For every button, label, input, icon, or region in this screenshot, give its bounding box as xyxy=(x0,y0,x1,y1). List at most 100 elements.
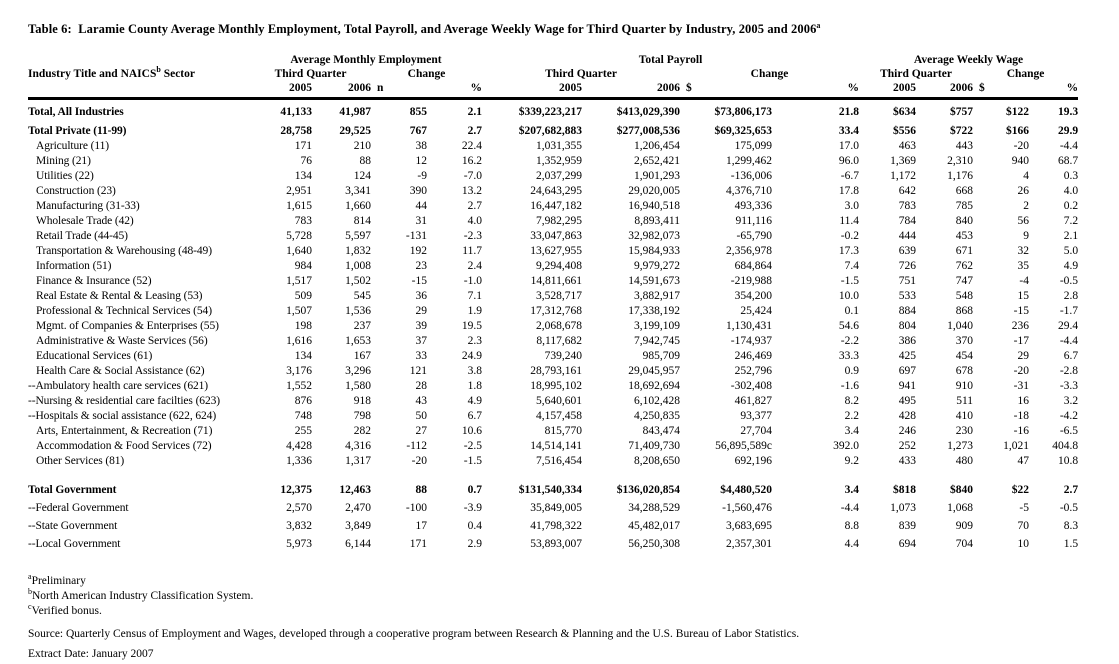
value-cell: 96.0 xyxy=(838,155,860,167)
value-cell: 4,250,835 xyxy=(634,410,680,422)
value-cell: 37 xyxy=(415,335,428,347)
value-cell: 2.2 xyxy=(844,410,860,422)
value-cell: 0.2 xyxy=(1063,200,1079,212)
value-cell: 167 xyxy=(353,350,371,362)
value-cell: 12,463 xyxy=(339,484,371,496)
value-cell: 26 xyxy=(1017,185,1030,197)
value-cell: 4.9 xyxy=(1063,260,1079,272)
value-cell: 1,021 xyxy=(1003,440,1030,452)
value-cell: 2,068,678 xyxy=(536,320,582,332)
industry-label-cell: --Hospitals & social assistance (622, 62… xyxy=(28,410,217,422)
table-row: Accommodation & Food Services (72) 4,428 4… xyxy=(28,439,1078,454)
value-cell: 29.4 xyxy=(1057,320,1079,332)
industry-label-cell: Mgmt. of Companies & Enterprises (55) xyxy=(36,320,219,332)
value-cell: 2.9 xyxy=(467,538,482,550)
value-cell: 35,849,005 xyxy=(530,502,582,514)
value-cell: 13,627,955 xyxy=(530,245,582,257)
value-cell: 0.1 xyxy=(844,305,860,317)
value-cell: -16 xyxy=(1013,425,1030,437)
value-cell: 3.8 xyxy=(467,365,482,377)
value-cell: 17.0 xyxy=(838,140,860,152)
industry-label-cell: --Local Government xyxy=(28,538,121,550)
value-cell: -219,988 xyxy=(730,275,772,287)
payroll-2006-header: 2006 xyxy=(582,81,680,100)
industry-label-cell: Utilities (22) xyxy=(36,170,94,182)
value-cell: 3.0 xyxy=(844,200,860,212)
value-cell: -0.5 xyxy=(1059,275,1079,287)
value-cell: 0.3 xyxy=(1063,170,1079,182)
value-cell: 704 xyxy=(955,538,974,550)
value-cell: 5.0 xyxy=(1063,245,1079,257)
value-cell: 28,793,161 xyxy=(530,365,582,377)
industry-column-header: Industry Title and NAICSb Sector xyxy=(28,66,250,81)
industry-label-cell: Total Government xyxy=(28,484,117,496)
value-cell: -20 xyxy=(411,455,427,467)
value-cell: 4 xyxy=(1023,170,1030,182)
value-cell: -15 xyxy=(1013,305,1030,317)
value-cell: 17,312,768 xyxy=(530,305,582,317)
value-cell: $277,008,536 xyxy=(616,125,680,137)
value-cell: 7.1 xyxy=(467,290,482,302)
group-header-employment: Average Monthly Employment xyxy=(290,54,442,66)
value-cell: 252,796 xyxy=(734,365,772,377)
value-cell: 17.3 xyxy=(838,245,860,257)
value-cell: 2,951 xyxy=(286,185,312,197)
industry-label-cell: Mining (21) xyxy=(36,155,91,167)
table-row: --Local Government 5,973 6,144 171 2.9 53,893… xyxy=(28,537,1078,552)
value-cell: 45,482,017 xyxy=(628,520,680,532)
value-cell: 237 xyxy=(353,320,371,332)
value-cell: 27,704 xyxy=(740,425,772,437)
industry-column-header-text: Industry Title and NAICS xyxy=(28,68,157,80)
value-cell: -65,790 xyxy=(736,230,772,242)
value-cell: 545 xyxy=(353,290,371,302)
value-cell: 44 xyxy=(415,200,428,212)
value-cell: 6.7 xyxy=(1063,350,1079,362)
footnote-naics: bNorth American Industry Classification … xyxy=(28,587,1091,604)
industry-label-cell: --Ambulatory health care services (621) xyxy=(28,380,209,392)
table-row: Retail Trade (44-45) 5,728 5,597 -131 -2.3 33… xyxy=(28,229,1078,244)
value-cell: $840 xyxy=(950,484,974,496)
value-cell: $131,540,334 xyxy=(518,484,582,496)
value-cell: 2.4 xyxy=(467,260,482,272)
value-cell: 3,683,695 xyxy=(726,520,772,532)
value-cell: 0.7 xyxy=(467,484,482,496)
value-cell: 1,552 xyxy=(286,380,312,392)
value-cell: 8,208,650 xyxy=(634,455,680,467)
wage-change-header: Change xyxy=(1006,68,1045,80)
row-spacer xyxy=(28,469,1078,483)
table-row: --Nursing & residential care facilties (… xyxy=(28,394,1078,409)
payroll-2005-header: 2005 xyxy=(482,81,582,100)
value-cell: 3,528,717 xyxy=(536,290,582,302)
value-cell: -4.2 xyxy=(1059,410,1079,422)
payroll-change-header: Change xyxy=(750,68,789,80)
value-cell: 88 xyxy=(359,155,372,167)
value-cell: -1.0 xyxy=(463,275,482,287)
value-cell: $73,806,173 xyxy=(714,106,773,118)
employment-2006-header: 2006 xyxy=(312,81,371,100)
value-cell: 480 xyxy=(955,455,974,467)
industry-label-cell: Real Estate & Rental & Leasing (53) xyxy=(36,290,203,302)
value-cell: 4.0 xyxy=(467,215,482,227)
value-cell: 1,580 xyxy=(345,380,371,392)
value-cell: 454 xyxy=(955,350,974,362)
value-cell: 668 xyxy=(955,185,974,197)
value-cell: 36 xyxy=(415,290,428,302)
value-cell: 370 xyxy=(955,335,974,347)
value-cell: 751 xyxy=(898,275,917,287)
value-cell: 2.7 xyxy=(467,200,482,212)
value-cell: 354,200 xyxy=(734,290,772,302)
value-cell: 68.7 xyxy=(1057,155,1079,167)
table-row: Finance & Insurance (52) 1,517 1,502 -15 -1.… xyxy=(28,274,1078,289)
value-cell: 4,376,710 xyxy=(726,185,772,197)
footnote-marker: b xyxy=(28,587,32,597)
industry-label-cell: --Federal Government xyxy=(28,502,129,514)
value-cell: 1,369 xyxy=(890,155,917,167)
value-cell: 840 xyxy=(955,215,974,227)
value-cell: -131 xyxy=(405,230,427,242)
value-cell: 0.9 xyxy=(844,365,860,377)
wage-change-dollar-header: $ xyxy=(973,81,1030,100)
value-cell: 53,893,007 xyxy=(530,538,582,550)
footnote-preliminary: aPreliminary xyxy=(28,573,1091,589)
value-cell: 22.4 xyxy=(461,140,482,152)
footnote-verified-bonus: cVerified bonus. xyxy=(28,603,1091,619)
